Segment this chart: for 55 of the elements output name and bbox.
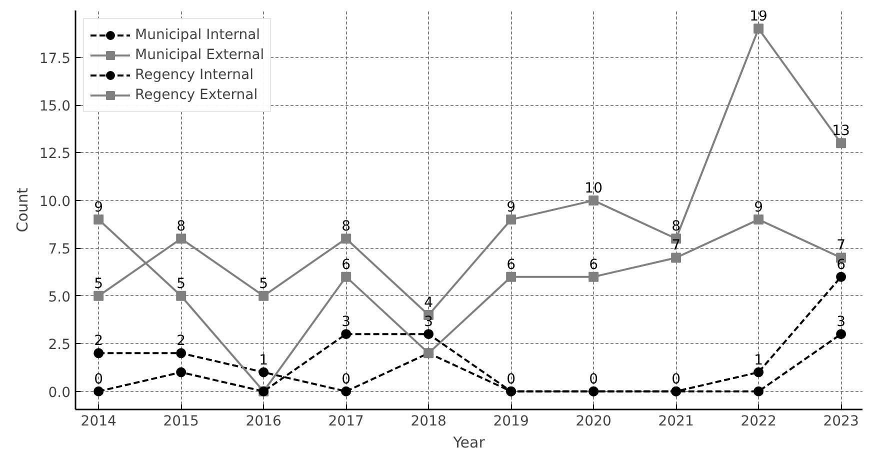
data-label: 6	[506, 256, 516, 273]
data-label: 5	[176, 276, 186, 292]
y-tick-label: 17.5	[39, 50, 70, 67]
data-label: 13	[832, 123, 850, 140]
y-tick-label: 10.0	[39, 194, 70, 210]
legend-label: Municipal External	[135, 47, 264, 63]
data-label: 1	[259, 352, 268, 368]
x-tick-label: 2017	[328, 414, 364, 430]
y-tick-label: 12.5	[39, 146, 70, 162]
data-label: 19	[750, 8, 768, 25]
x-tick-label: 2018	[410, 414, 446, 430]
data-label: 3	[342, 314, 351, 330]
data-label: 6	[589, 256, 598, 273]
data-label: 9	[94, 200, 104, 216]
legend-label: Regency Internal	[135, 67, 254, 83]
y-tick-label: 2.5	[48, 337, 70, 354]
data-label: 10	[584, 180, 602, 196]
x-tick-label: 2023	[823, 414, 859, 430]
data-label: 6	[342, 256, 351, 273]
data-label: 3	[424, 314, 434, 330]
y-tick-label: 15.0	[39, 98, 70, 114]
y-tick-label: 7.5	[48, 242, 70, 258]
x-tick-label: 2015	[163, 414, 199, 430]
data-label: 2	[176, 333, 186, 350]
data-label: 8	[672, 218, 681, 235]
data-label: 1	[754, 352, 764, 368]
data-label: 5	[94, 276, 104, 292]
data-label: 0	[342, 371, 351, 388]
x-tick-label: 2021	[658, 414, 694, 430]
data-label: 0	[506, 371, 516, 388]
data-label: 0	[94, 371, 104, 388]
data-label: 8	[176, 218, 186, 235]
data-label: 0	[672, 371, 681, 388]
y-tick-label: 0.0	[48, 384, 70, 401]
data-label: 7	[836, 238, 846, 254]
data-label: 9	[754, 200, 764, 216]
data-label: 9	[506, 200, 516, 216]
data-label: 4	[424, 295, 434, 311]
x-tick-label: 2014	[80, 414, 117, 430]
data-label: 7	[672, 238, 681, 254]
data-label: 0	[589, 371, 598, 388]
x-tick-label: 2019	[493, 414, 529, 430]
data-label: 6	[836, 256, 846, 273]
x-tick-label: 2022	[740, 414, 776, 430]
data-label: 3	[836, 314, 846, 330]
legend-label: Municipal Internal	[135, 27, 260, 43]
data-label: 2	[94, 333, 104, 350]
y-tick-label: 5.0	[48, 289, 70, 306]
data-label: 8	[342, 218, 351, 235]
data-label: 5	[259, 276, 268, 292]
legend-label: Regency External	[135, 87, 258, 103]
x-tick-label: 2016	[246, 414, 282, 430]
x-axis-title: Year	[452, 434, 486, 452]
y-axis-title: Count	[13, 188, 32, 232]
x-tick-label: 2020	[576, 414, 612, 430]
